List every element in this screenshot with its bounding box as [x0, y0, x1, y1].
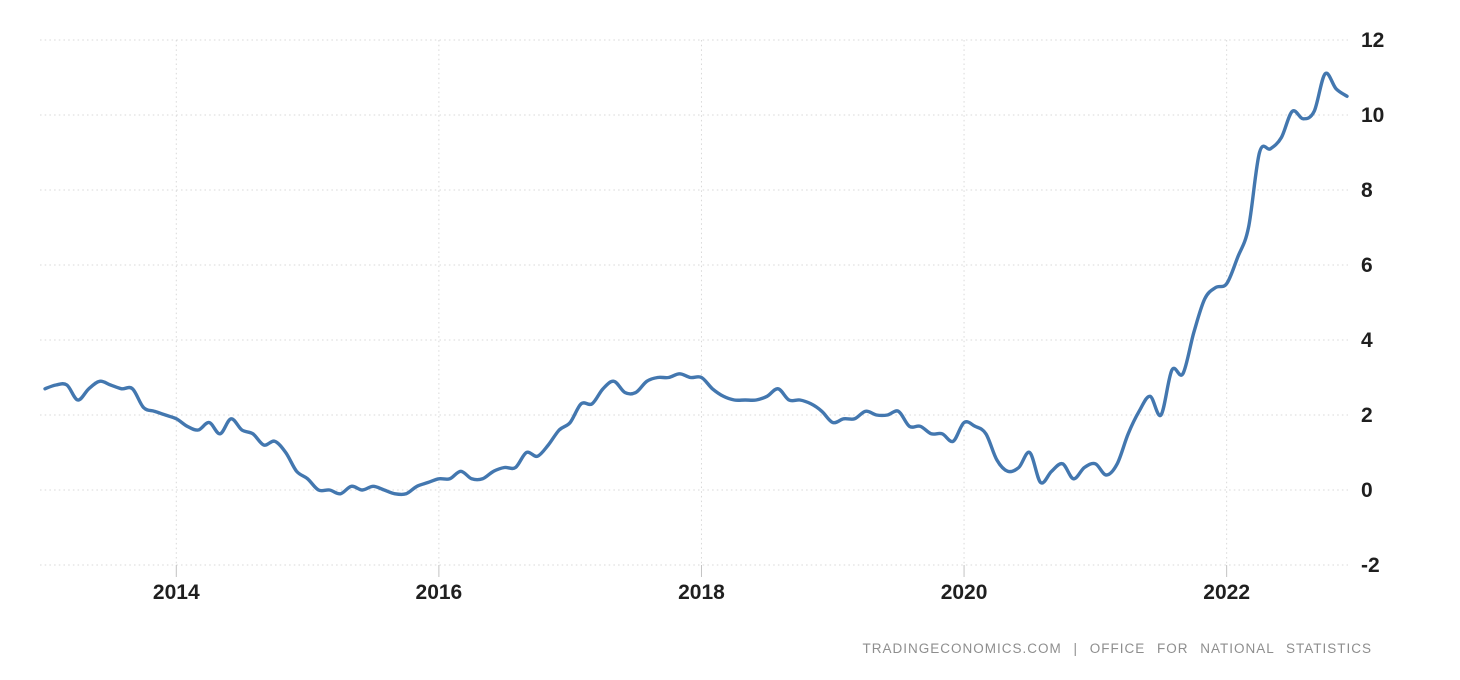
- y-axis-tick-label: 4: [1361, 329, 1373, 352]
- x-axis-tick-label: 2014: [153, 581, 200, 604]
- series-line-inflation: [43, 71, 1349, 497]
- y-axis-tick-label: -2: [1361, 554, 1380, 577]
- x-axis-tick-label: 2020: [941, 581, 988, 604]
- y-axis-tick-label: 6: [1361, 254, 1373, 277]
- y-axis-tick-label: 10: [1361, 104, 1384, 127]
- x-axis-tick-label: 2018: [678, 581, 725, 604]
- y-axis-tick-label: 8: [1361, 179, 1373, 202]
- x-axis-tick-label: 2022: [1203, 581, 1250, 604]
- y-axis-tick-label: 2: [1361, 404, 1373, 427]
- chart-attribution: TRADINGECONOMICS.COM | OFFICE FOR NATION…: [862, 641, 1372, 656]
- y-axis-tick-label: 12: [1361, 29, 1384, 52]
- y-axis-tick-label: 0: [1361, 479, 1373, 502]
- x-axis-tick-label: 2016: [416, 581, 463, 604]
